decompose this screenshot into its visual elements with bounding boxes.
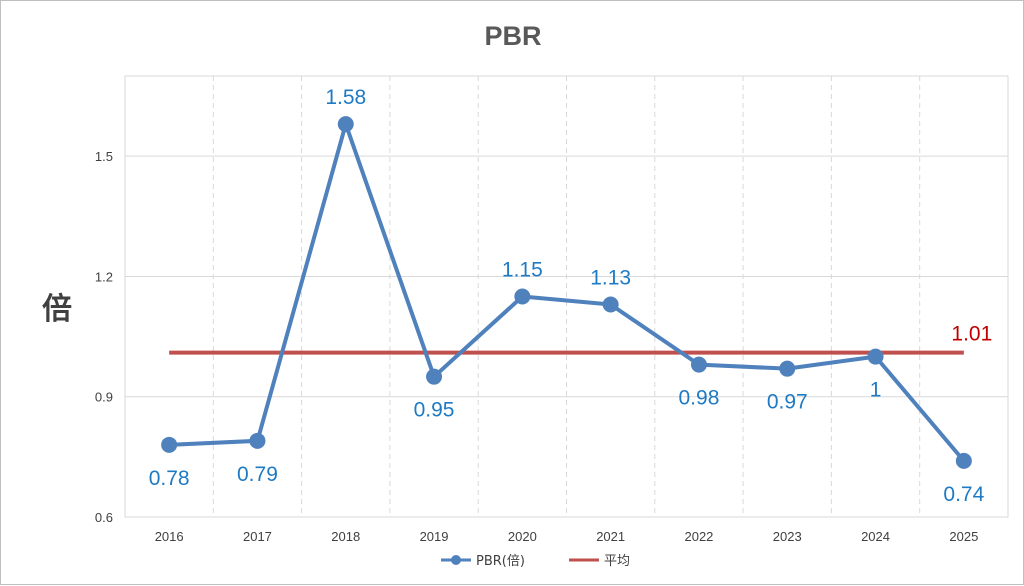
- data-label: 0.98: [679, 387, 720, 410]
- legend-average-label: 平均: [604, 554, 630, 569]
- x-tick-label: 2018: [331, 529, 360, 544]
- data-point: [779, 360, 796, 377]
- pbr-series: [161, 116, 972, 469]
- gridlines: [125, 76, 1008, 518]
- data-label: 0.97: [767, 391, 808, 414]
- y-axis-label: 倍: [42, 292, 72, 327]
- legend-pbr-marker-swatch: [451, 555, 461, 565]
- x-tick-label: 2021: [596, 529, 625, 544]
- data-point: [602, 296, 619, 313]
- y-tick-label: 1.5: [95, 149, 113, 164]
- x-tick-label: 2019: [420, 529, 449, 544]
- data-point: [249, 432, 266, 449]
- plot-area: [124, 75, 1009, 518]
- x-tick-label: 2023: [773, 529, 802, 544]
- x-tick-label: 2017: [243, 529, 272, 544]
- data-label: 0.74: [943, 483, 984, 506]
- data-point: [161, 436, 178, 453]
- data-label: 1: [870, 379, 882, 402]
- average-data-label: 1.01: [951, 323, 992, 346]
- y-tick-label: 0.6: [95, 510, 113, 525]
- data-label: 1.58: [325, 86, 366, 109]
- axis-ticks: 0.6 0.9 1.2 1.5 2016 2017 2018 2019 2020 2021 2022…: [95, 149, 978, 544]
- data-label: 1.13: [590, 267, 631, 290]
- x-tick-label: 2020: [508, 529, 537, 544]
- pbr-line: [169, 122, 966, 463]
- chart-title: PBR: [484, 21, 541, 51]
- legend: PBR(倍) 平均: [441, 554, 630, 569]
- y-tick-label: 0.9: [95, 390, 113, 405]
- data-point: [337, 116, 354, 133]
- x-tick-label: 2022: [684, 529, 713, 544]
- data-point: [426, 368, 443, 385]
- data-label: 0.79: [237, 463, 278, 486]
- data-point: [867, 348, 884, 365]
- x-tick-label: 2016: [155, 529, 184, 544]
- x-tick-label: 2025: [949, 529, 978, 544]
- data-point: [690, 356, 707, 373]
- data-label: 1.15: [502, 259, 543, 282]
- data-label: 0.95: [414, 399, 455, 422]
- data-label: 0.78: [149, 467, 190, 490]
- y-tick-label: 1.2: [95, 269, 113, 284]
- data-point: [514, 288, 531, 305]
- data-point: [955, 452, 972, 469]
- average-series: 1.01: [169, 323, 992, 355]
- data-labels: 0.78 0.79 1.58 0.95 1.15 1.13 0.98 0.97 1 0.74: [149, 86, 985, 506]
- x-tick-label: 2024: [861, 529, 890, 544]
- legend-pbr-label: PBR(倍): [476, 554, 525, 569]
